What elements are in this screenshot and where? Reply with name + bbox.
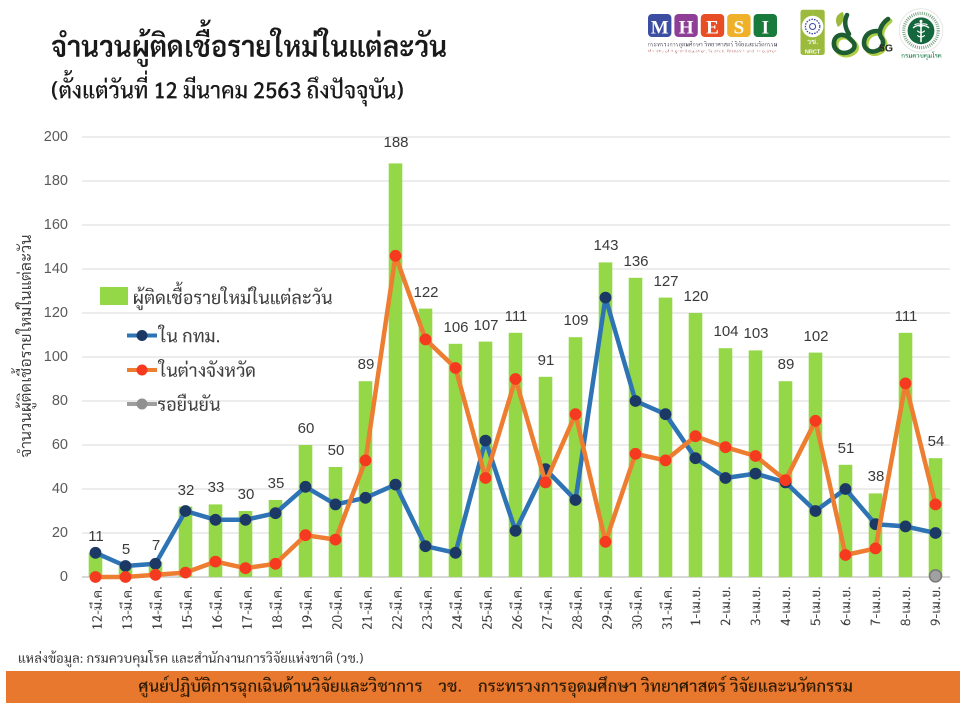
- svg-text:NRCT: NRCT: [805, 50, 821, 56]
- svg-text:E: E: [706, 18, 719, 39]
- svg-text:I: I: [762, 18, 769, 39]
- svg-text:M: M: [651, 18, 669, 39]
- svg-text:H: H: [679, 18, 694, 39]
- svg-text:5G: 5G: [879, 43, 893, 55]
- svg-text:S: S: [734, 18, 745, 39]
